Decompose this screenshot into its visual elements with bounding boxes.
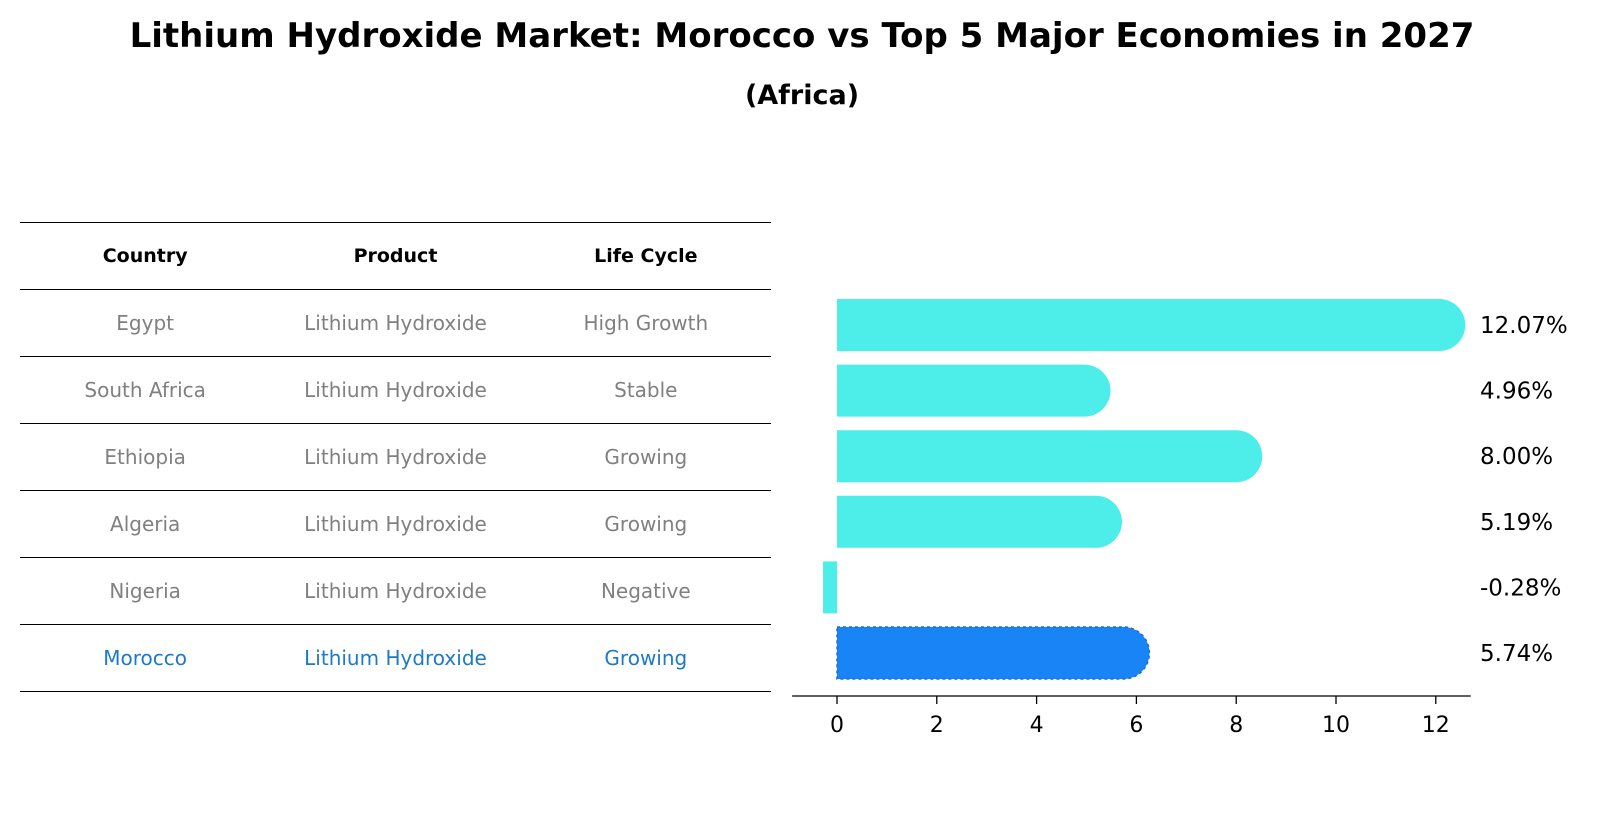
value-label-south-africa: 4.96% [1480,379,1553,405]
cell-country: Ethiopia [20,423,271,491]
chart-title: Lithium Hydroxide Market: Morocco vs Top… [129,16,1475,56]
cell-life-cycle: Growing [520,624,771,692]
cell-product: Lithium Hydroxide [270,356,521,424]
value-label-egypt: 12.07% [1480,313,1568,339]
x-tick-label: 6 [1129,713,1143,738]
cell-life-cycle: Growing [520,423,771,491]
x-tick-label: 4 [1030,713,1044,738]
table-row-highlight: Morocco Lithium Hydroxide Growing [20,624,771,692]
value-label-ethiopia: 8.00% [1480,444,1553,470]
value-label-morocco: 5.74% [1480,641,1553,667]
table-row: Ethiopia Lithium Hydroxide Growing [20,423,771,491]
cell-product: Lithium Hydroxide [270,557,521,625]
cell-country: Algeria [20,490,271,558]
x-tick-label: 10 [1322,713,1350,738]
cell-country: Egypt [20,289,271,357]
cell-life-cycle: High Growth [520,289,771,357]
cell-country: South Africa [20,356,271,424]
cell-product: Lithium Hydroxide [270,423,521,491]
header-product: Product [270,222,521,290]
cell-life-cycle: Stable [520,356,771,424]
x-tick-label: 0 [830,713,844,738]
x-tick-label: 8 [1229,713,1243,738]
cell-product: Lithium Hydroxide [270,490,521,558]
bar-south-africa [837,364,1111,417]
market-table: Country Product Life Cycle Egypt Lithium… [20,222,771,692]
cell-country: Nigeria [20,557,271,625]
chart-subtitle: (Africa) [744,80,860,111]
table-row: Nigeria Lithium Hydroxide Negative [20,557,771,625]
table-row: Egypt Lithium Hydroxide High Growth [20,289,771,357]
header-country: Country [20,222,271,290]
value-label-algeria: 5.19% [1480,510,1553,536]
bar-algeria [837,495,1122,548]
cell-life-cycle: Negative [520,557,771,625]
table-header-row: Country Product Life Cycle [20,222,771,290]
value-label-nigeria: -0.28% [1480,575,1561,601]
bar-nigeria [823,561,837,614]
bar-ethiopia [837,430,1263,483]
bar-morocco [836,626,1151,680]
x-tick-label: 2 [930,713,944,738]
table-row: Algeria Lithium Hydroxide Growing [20,490,771,558]
table-row: South Africa Lithium Hydroxide Stable [20,356,771,424]
header-life-cycle: Life Cycle [520,222,771,290]
bar-egypt [837,299,1466,351]
cell-product: Lithium Hydroxide [270,289,521,357]
cell-life-cycle: Growing [520,490,771,558]
cell-country: Morocco [20,624,271,692]
x-tick-label: 12 [1422,713,1450,738]
cell-product: Lithium Hydroxide [270,624,521,692]
